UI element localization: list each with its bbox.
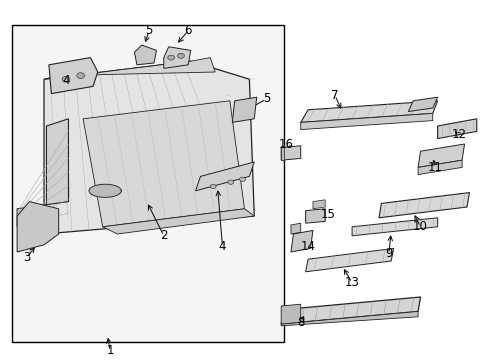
Polygon shape (83, 101, 244, 227)
Text: 5: 5 (145, 24, 153, 37)
Polygon shape (134, 45, 156, 65)
Polygon shape (17, 119, 68, 227)
Polygon shape (305, 209, 325, 223)
Polygon shape (351, 218, 437, 236)
Polygon shape (312, 200, 325, 209)
Polygon shape (195, 162, 254, 191)
Polygon shape (44, 58, 215, 79)
Text: 3: 3 (23, 251, 31, 264)
Polygon shape (417, 160, 461, 175)
Polygon shape (89, 184, 121, 197)
Text: 7: 7 (330, 89, 338, 102)
Polygon shape (17, 202, 59, 252)
Polygon shape (281, 297, 420, 324)
Circle shape (177, 53, 184, 58)
Circle shape (167, 55, 174, 60)
Polygon shape (305, 248, 393, 272)
Polygon shape (281, 304, 300, 324)
Polygon shape (49, 58, 98, 94)
Text: 8: 8 (296, 316, 304, 329)
Circle shape (77, 73, 84, 78)
Circle shape (210, 184, 216, 189)
Polygon shape (300, 101, 437, 122)
Text: 2: 2 (160, 229, 167, 242)
Circle shape (62, 76, 70, 82)
Text: 5: 5 (262, 93, 270, 105)
Polygon shape (290, 230, 312, 252)
Text: 14: 14 (300, 240, 315, 253)
Polygon shape (281, 146, 283, 160)
Polygon shape (378, 193, 468, 218)
Circle shape (227, 180, 233, 184)
Polygon shape (44, 61, 254, 234)
Text: 4: 4 (218, 240, 226, 253)
Text: 12: 12 (451, 129, 466, 141)
Circle shape (239, 177, 245, 181)
Text: 6: 6 (184, 24, 192, 37)
Polygon shape (300, 113, 432, 130)
Text: 11: 11 (427, 161, 442, 174)
Polygon shape (417, 144, 464, 167)
Polygon shape (281, 146, 300, 160)
Text: 16: 16 (278, 138, 293, 150)
Text: 10: 10 (412, 220, 427, 233)
Polygon shape (102, 209, 254, 234)
Polygon shape (437, 119, 476, 139)
Text: 13: 13 (344, 276, 359, 289)
Polygon shape (163, 47, 190, 68)
Text: 15: 15 (320, 208, 334, 221)
Polygon shape (281, 311, 417, 326)
Polygon shape (407, 97, 437, 112)
Text: 1: 1 (106, 345, 114, 357)
FancyBboxPatch shape (12, 25, 283, 342)
Polygon shape (290, 223, 300, 234)
Polygon shape (232, 97, 256, 122)
Text: 4: 4 (62, 75, 70, 87)
Text: 9: 9 (384, 247, 392, 260)
